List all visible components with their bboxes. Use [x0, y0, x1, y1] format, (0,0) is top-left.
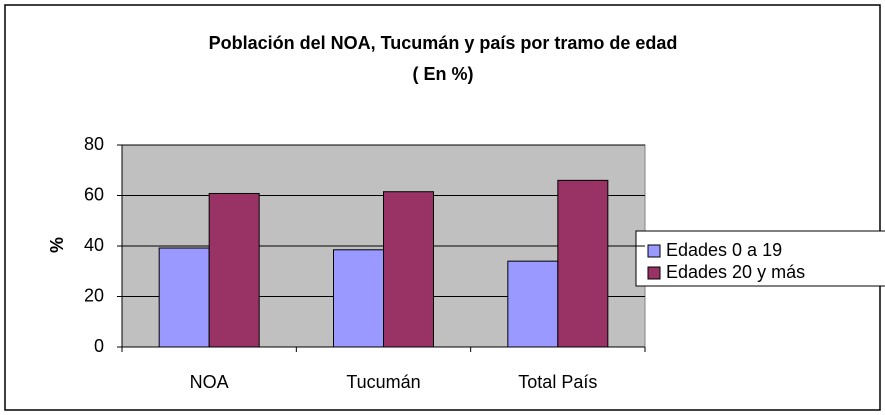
y-tick-label: 40: [84, 235, 104, 255]
y-tick-label: 60: [84, 184, 104, 204]
legend-box: [635, 230, 885, 287]
chart-title: Población del NOA, Tucumán y país por tr…: [209, 33, 678, 53]
bar: [158, 247, 210, 348]
bar: [383, 191, 434, 348]
y-tick-label: 80: [84, 134, 104, 154]
x-tick-label: Total País: [518, 372, 597, 392]
legend-label: Edades 20 y más: [666, 262, 805, 282]
x-tick-label: NOA: [190, 372, 229, 392]
y-tick-label: 0: [94, 336, 104, 356]
x-tick-label: Tucumán: [346, 372, 420, 392]
bar: [557, 179, 609, 348]
legend-swatch: [647, 266, 661, 280]
legend-swatch: [647, 244, 661, 258]
y-axis-label: %: [47, 237, 67, 253]
chart-subtitle: ( En %): [413, 64, 474, 84]
bar: [333, 249, 384, 348]
y-tick-label: 20: [84, 285, 104, 305]
bar: [507, 260, 559, 348]
legend-label: Edades 0 a 19: [666, 240, 782, 260]
bar: [208, 192, 260, 348]
